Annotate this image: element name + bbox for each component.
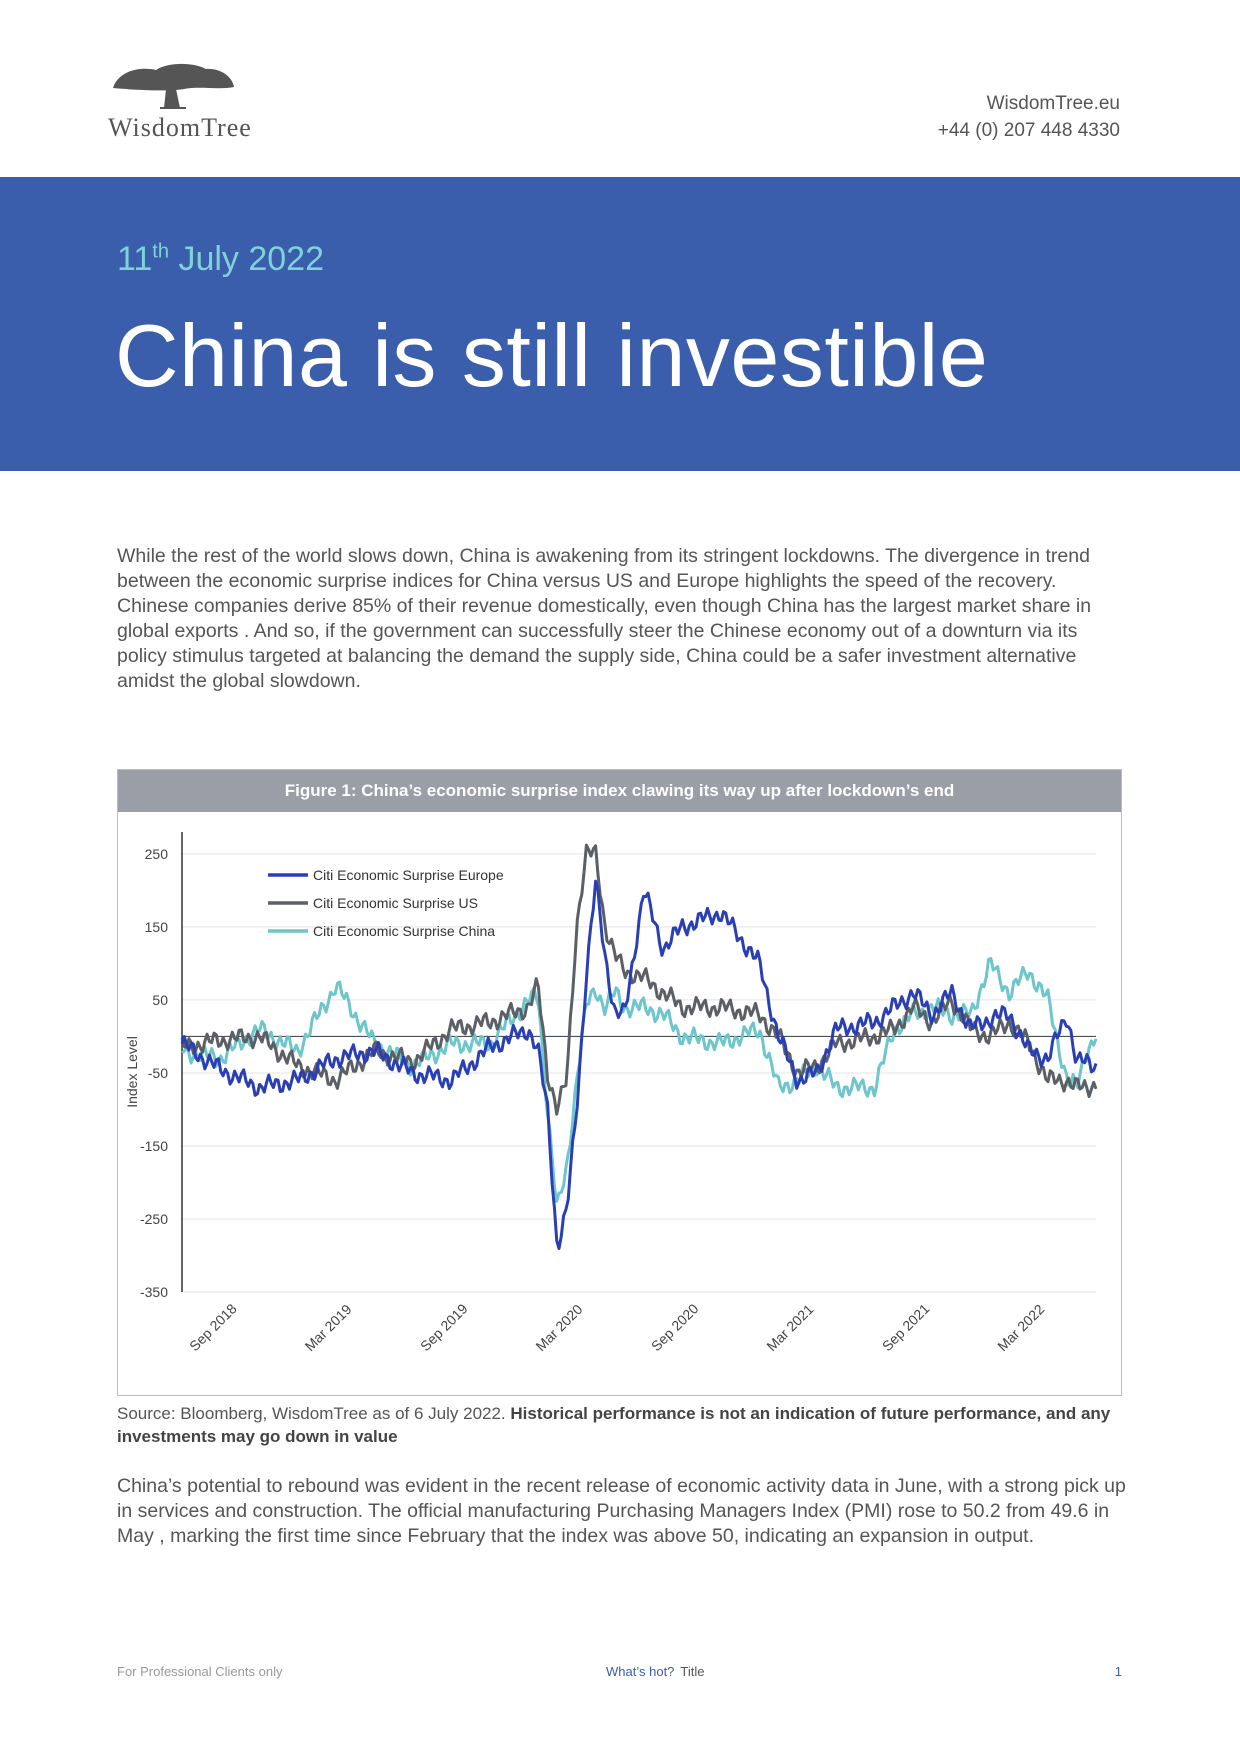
intro-paragraph: While the rest of the world slows down, …	[117, 545, 1092, 692]
tree-icon	[113, 63, 234, 109]
footer-title: What’s hot? Title	[606, 1664, 705, 1679]
x-tick-label: Mar 2020	[532, 1301, 585, 1354]
x-tick-label: Sep 2020	[648, 1300, 702, 1354]
x-tick-label: Sep 2018	[186, 1300, 240, 1354]
x-tick-label: Mar 2019	[302, 1301, 355, 1354]
page-title: China is still investible	[115, 306, 989, 405]
website-link[interactable]: WisdomTree.eu	[986, 93, 1120, 114]
y-tick-label: -150	[140, 1138, 168, 1154]
y-tick-label: -50	[148, 1065, 168, 1081]
title-banner	[0, 177, 1240, 471]
contact-block: WisdomTree.eu +44 (0) 207 448 4330	[938, 90, 1120, 144]
figure-1: Figure 1: China’s economic surprise inde…	[117, 769, 1122, 1396]
y-tick-label: -250	[140, 1211, 168, 1227]
legend-label-us: Citi Economic Surprise US	[313, 895, 478, 911]
wisdomtree-logo: WisdomTree	[108, 60, 318, 150]
figure-caption: Figure 1: China’s economic surprise inde…	[118, 770, 1121, 812]
surprise-index-chart: 250 150 50 -50 -150 -250 -350 Index Level Sep 20…	[124, 832, 1098, 1354]
footer-disclaimer: For Professional Clients only	[117, 1664, 283, 1679]
whats-hot-link[interactable]: What’s hot?	[606, 1664, 675, 1679]
x-tick-label: Mar 2022	[994, 1301, 1047, 1354]
logo-wordmark: WisdomTree	[108, 113, 252, 142]
y-tick-label: -350	[140, 1284, 168, 1300]
x-tick-label: Sep 2019	[417, 1300, 471, 1354]
legend-label-europe: Citi Economic Surprise Europe	[313, 867, 504, 883]
series-line-us	[180, 843, 1098, 1116]
figure-source: Source: Bloomberg, WisdomTree as of 6 Ju…	[117, 1404, 1111, 1446]
page-number: 1	[1114, 1664, 1122, 1679]
phone-number: +44 (0) 207 448 4330	[937, 120, 1120, 141]
publication-date: 11th July 2022	[117, 240, 324, 278]
series-line-china	[181, 957, 1098, 1203]
y-axis-label: Index Level	[124, 1036, 140, 1108]
x-tick-label: Mar 2021	[763, 1301, 816, 1354]
body-paragraph-2: China’s potential to rebound was evident…	[117, 1475, 1126, 1547]
legend-label-china: Citi Economic Surprise China	[313, 923, 495, 939]
series-line-europe	[180, 879, 1098, 1251]
y-tick-label: 50	[152, 992, 168, 1008]
y-tick-label: 250	[145, 846, 169, 862]
x-tick-label: Sep 2021	[879, 1300, 933, 1354]
y-tick-label: 150	[145, 919, 169, 935]
